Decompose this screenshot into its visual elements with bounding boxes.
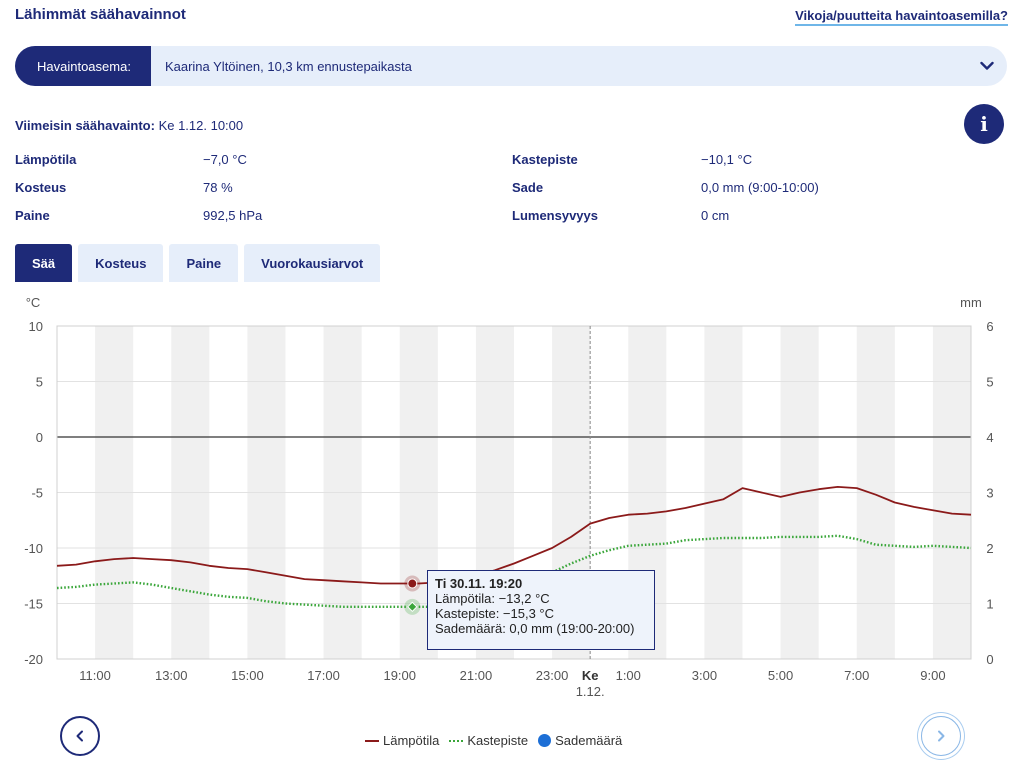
y-tick-left: 10 [29,319,43,334]
latest-label: Viimeisin säähavainto: [15,118,155,133]
page-title: Lähimmät säähavainnot [15,6,186,23]
legend-precipitation-label: Sademäärä [555,733,623,748]
snow-depth-value: 0 cm [701,208,730,223]
temperature-label: Lämpötila [15,152,77,167]
station-value[interactable]: Kaarina Yltöinen, 10,3 km ennustepaikast… [164,58,412,74]
y-tick-left: -15 [24,597,43,612]
tooltip-title: Ti 30.11. 19:20 [435,576,523,591]
precipitation-value: 0,0 mm (9:00-10:00) [701,180,819,195]
x-tick-date: 1.12. [576,684,605,699]
y-unit-left: °C [26,295,41,310]
dewpoint-value: −10,1 °C [701,152,753,167]
snow-depth-label: Lumensyvyys [512,208,598,223]
x-tick: 11:00 [79,668,111,683]
temperature-marker [407,578,418,589]
tooltip-precipitation: Sademäärä: 0,0 mm (19:00-20:00) [435,621,635,636]
x-tick: 5:00 [768,668,793,683]
tab-saa[interactable]: Sää [15,244,73,282]
chart-tooltip: Ti 30.11. 19:20 Lämpötila: −13,2 °C Kast… [427,570,655,650]
chevron-right-icon [938,730,945,742]
chart-tabs: Sää Kosteus Paine Vuorokausiarvot [15,244,381,282]
humidity-label: Kosteus [15,180,67,195]
y-tick-left: -5 [31,486,43,501]
chart-legend: Lämpötila Kastepiste Sademäärä [365,733,622,748]
x-tick: 7:00 [844,668,869,683]
dewpoint-label: Kastepiste [512,152,578,167]
x-tick: 21:00 [460,668,493,683]
y-tick-left: -20 [24,652,43,667]
x-tick: 3:00 [692,668,717,683]
legend-dewpoint[interactable]: Kastepiste [449,733,528,748]
tooltip-dewpoint: Kastepiste: −15,3 °C [435,606,555,621]
y-tick-right: 5 [986,375,993,390]
chevron-down-icon[interactable] [967,46,1007,86]
legend-dewpoint-swatch [449,739,464,742]
station-selector[interactable]: Havaintoasema: Kaarina Yltöinen, 10,3 km… [15,46,1007,86]
tab-vuorokausiarvot[interactable]: Vuorokausiarvot [244,244,381,282]
latest-value: Ke 1.12. 10:00 [158,118,244,133]
tab-kosteus[interactable]: Kosteus [78,244,164,282]
previous-button[interactable] [60,716,100,756]
pressure-label: Paine [15,208,50,223]
info-icon[interactable]: i [964,104,1004,144]
legend-precipitation[interactable]: Sademäärä [538,733,622,748]
y-tick-left: 0 [36,430,43,445]
y-unit-right: mm [960,295,982,310]
y-tick-left: 5 [36,375,43,390]
temperature-value: −7,0 °C [203,152,247,167]
chevron-left-icon [76,730,83,742]
x-tick: 17:00 [307,668,340,683]
legend-temperature[interactable]: Lämpötila [365,733,439,748]
y-tick-right: 4 [986,430,993,445]
y-tick-right: 6 [986,319,993,334]
temperature-line [56,486,972,585]
x-tick: 9:00 [920,668,945,683]
x-tick: 1:00 [616,668,641,683]
pressure-value: 992,5 hPa [203,208,263,223]
legend-temperature-swatch [365,739,379,742]
report-issues-link[interactable]: Vikoja/puutteita havaintoasemilla? [795,8,1008,26]
x-tick: 13:00 [155,668,188,683]
tooltip-temperature: Lämpötila: −13,2 °C [435,591,550,606]
tab-paine[interactable]: Paine [169,244,239,282]
x-tick: 15:00 [231,668,264,683]
plot-frame [56,325,972,660]
latest-observation: Viimeisin säähavainto: Ke 1.12. 10:00 [15,118,243,133]
x-tick-day: Ke [582,668,599,683]
station-label: Havaintoasema: [15,46,151,86]
dewpoint-marker [407,601,418,613]
precipitation-label: Sade [512,180,544,195]
y-tick-left: -10 [24,541,43,556]
x-tick: 23:00 [536,668,569,683]
next-button[interactable] [921,716,961,756]
y-tick-right: 0 [986,652,993,667]
y-tick-right: 1 [986,597,993,612]
legend-dewpoint-label: Kastepiste [467,733,529,748]
y-tick-right: 3 [986,486,993,501]
y-tick-right: 2 [986,541,993,556]
legend-temperature-label: Lämpötila [383,733,440,748]
humidity-value: 78 % [203,180,233,195]
legend-precipitation-swatch [538,734,552,747]
x-tick: 19:00 [383,668,416,683]
